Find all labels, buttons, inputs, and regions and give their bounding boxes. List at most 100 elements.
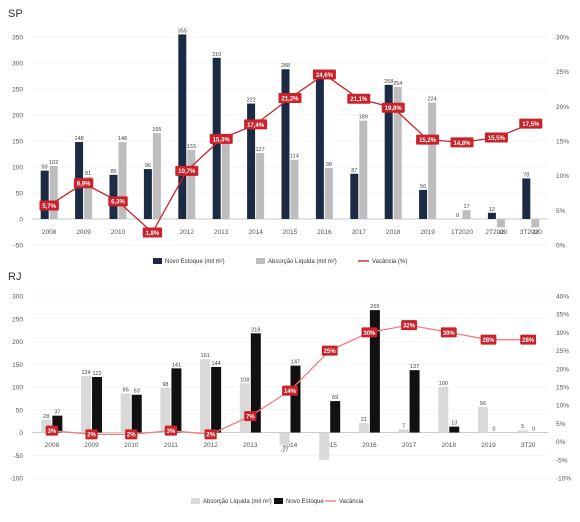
y2-tick-label: 25% — [556, 348, 569, 355]
y2-tick-label: 40% — [556, 294, 569, 301]
vacancy-marker — [204, 429, 217, 440]
bar — [315, 77, 324, 219]
bar-data-label: 218 — [251, 327, 260, 333]
bar-data-label: 87 — [351, 168, 357, 174]
bar-data-label: 0 — [532, 427, 535, 433]
vacancy-data-label: 2% — [206, 433, 215, 439]
vacancy-marker — [244, 119, 268, 130]
bar-data-label: 0 — [456, 213, 459, 219]
bar — [120, 393, 131, 433]
bar-data-label: 98 — [326, 162, 332, 168]
bar — [200, 359, 211, 433]
bar — [449, 426, 460, 433]
bar — [187, 149, 196, 219]
y2-tick-label: 0% — [556, 243, 566, 250]
x-tick-label: 2014 — [248, 229, 263, 236]
y-tick-label: 100 — [12, 385, 23, 392]
bar — [256, 152, 265, 219]
y2-tick-label: 10% — [556, 403, 569, 410]
bar — [160, 387, 171, 433]
bar-data-label: 147 — [291, 360, 300, 366]
y-tick-label: 300 — [12, 294, 23, 301]
vacancy-data-label: 28% — [522, 338, 535, 344]
bar — [319, 432, 330, 460]
bar — [178, 34, 187, 220]
y-tick-label: 250 — [12, 87, 23, 94]
y2-tick-label: 30% — [556, 330, 569, 337]
bar-data-label: 37 — [54, 410, 60, 416]
vacancy-marker — [484, 132, 508, 143]
y-tick-label: 200 — [12, 113, 23, 120]
bar-data-label: 69 — [332, 395, 338, 401]
x-tick-label: 2012 — [180, 229, 195, 236]
bar — [171, 368, 182, 433]
vacancy-marker — [85, 429, 98, 440]
bar-data-label: 355 — [178, 28, 187, 34]
bar — [281, 69, 290, 220]
vacancy-data-label: 8,9% — [77, 182, 91, 188]
chart-title: RJ — [8, 271, 21, 283]
x-tick-label: 2019 — [420, 229, 435, 236]
vacancy-marker — [282, 385, 298, 396]
bar-data-label: 148 — [118, 136, 127, 142]
vacancy-data-label: 25% — [324, 349, 337, 355]
x-tick-label: 3T20 — [521, 442, 536, 449]
bar-data-label: 133 — [187, 144, 196, 150]
bar-data-label: 78 — [523, 172, 529, 178]
bar-data-label: 86 — [123, 387, 129, 393]
x-tick-label: 2017 — [402, 442, 417, 449]
x-tick-label: 2010 — [111, 229, 126, 236]
bar — [247, 103, 256, 219]
bar-data-label: 56 — [480, 401, 486, 407]
legend-label: Novo Estoque — [286, 499, 324, 505]
x-tick-label: 2013 — [214, 229, 229, 236]
vacancy-data-label: 5,7% — [42, 204, 56, 210]
bar-data-label: 21 — [361, 417, 367, 423]
y-tick-label: 200 — [12, 339, 23, 346]
bar-data-label: 222 — [247, 98, 256, 104]
y2-tick-label: 20% — [556, 366, 569, 373]
legend-swatch — [153, 258, 162, 264]
bar-data-label: 7 — [402, 423, 405, 429]
vacancy-marker — [39, 200, 59, 211]
vacancy-data-label: 3% — [167, 429, 176, 435]
bar-data-label: 102 — [49, 160, 58, 166]
bar-data-label: 144 — [212, 361, 221, 367]
x-tick-label: 2015 — [283, 229, 298, 236]
y-tick-label: 100 — [12, 165, 23, 172]
bar-data-label: 122 — [92, 371, 101, 377]
vacancy-marker — [519, 118, 543, 129]
y-tick-label: 150 — [12, 362, 23, 369]
x-tick-label: 2014 — [283, 442, 298, 449]
vacancy-data-label: 19,8% — [385, 106, 403, 112]
chart-title: SP — [8, 8, 23, 20]
vacancy-data-label: 15,5% — [488, 136, 506, 142]
bar-data-label: 161 — [201, 353, 210, 359]
bar-data-label: 258 — [384, 79, 393, 85]
vacancy-marker — [108, 196, 128, 207]
legend-label: Vacância (%) — [372, 259, 407, 265]
vacancy-data-label: 17,5% — [522, 122, 540, 128]
bar — [81, 376, 92, 433]
bar-data-label: -16 — [497, 230, 505, 236]
bar — [428, 102, 437, 219]
y2-tick-label: 35% — [556, 312, 569, 319]
vacancy-marker — [278, 93, 302, 104]
bar — [384, 84, 393, 219]
vacancy-data-label: 10,7% — [178, 169, 196, 175]
bar — [419, 189, 428, 219]
vacancy-marker — [321, 345, 338, 356]
vacancy-marker — [73, 178, 94, 189]
bar — [279, 432, 290, 445]
x-tick-label: 2008 — [42, 229, 57, 236]
bar-data-label: 310 — [212, 52, 221, 58]
bar — [324, 168, 333, 219]
x-tick-label: 2009 — [76, 229, 91, 236]
y2-tick-label: 15% — [556, 139, 569, 146]
vacancy-marker — [347, 93, 371, 104]
x-tick-label: 2016 — [317, 229, 332, 236]
x-tick-label: 2011 — [164, 442, 178, 449]
bar-data-label: 108 — [240, 377, 249, 383]
bar-data-label: 93 — [42, 165, 48, 171]
